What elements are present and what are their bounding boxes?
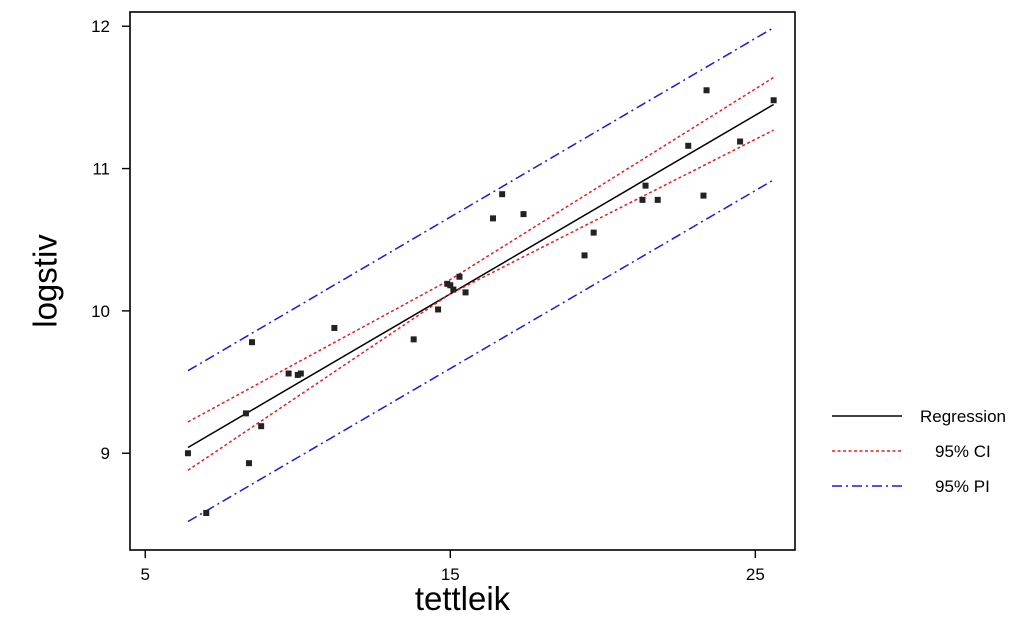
- data-point: [700, 192, 707, 199]
- data-point: [462, 289, 469, 296]
- plot-frame: [129, 11, 796, 551]
- series-line: [187, 179, 774, 523]
- data-point: [285, 370, 292, 377]
- legend-label: 95% PI: [935, 477, 990, 496]
- data-point: [331, 324, 338, 331]
- data-point: [450, 286, 457, 293]
- series-layer: [187, 27, 774, 523]
- data-point: [685, 142, 692, 149]
- data-point: [770, 97, 777, 104]
- data-point: [203, 509, 210, 516]
- data-point: [639, 196, 646, 203]
- data-point: [590, 229, 597, 236]
- legend: Regression 95% CI 95% PI: [832, 407, 1006, 496]
- series-line: [187, 103, 774, 449]
- y-tick-label: 9: [101, 444, 110, 463]
- series-line: [187, 129, 774, 471]
- x-tick-label: 5: [141, 565, 150, 584]
- data-point: [297, 370, 304, 377]
- points-layer: [184, 87, 777, 516]
- data-point: [245, 460, 252, 467]
- x-tick-label: 25: [746, 565, 765, 584]
- data-point: [654, 196, 661, 203]
- axis-layer: 5 15 25 9 10 11 12: [91, 11, 796, 584]
- data-point: [447, 282, 454, 289]
- data-point: [242, 410, 249, 417]
- data-point: [435, 306, 442, 313]
- legend-label: 95% CI: [935, 442, 991, 461]
- x-axis-title: tettleik: [415, 580, 511, 617]
- data-point: [520, 211, 527, 218]
- data-point: [737, 138, 744, 145]
- data-point: [258, 423, 265, 430]
- y-tick-label: 11: [92, 160, 110, 179]
- data-point: [456, 273, 463, 280]
- data-point: [581, 252, 588, 259]
- x-tick-label: 15: [441, 565, 460, 584]
- y-axis-title: logstiv: [27, 234, 64, 328]
- y-tick-label: 12: [91, 17, 110, 36]
- data-point: [444, 280, 451, 287]
- series-line: [187, 76, 774, 423]
- data-point: [184, 450, 191, 457]
- series-line: [187, 27, 774, 372]
- legend-label: Regression: [920, 407, 1006, 426]
- data-point: [499, 191, 506, 198]
- data-point: [249, 339, 256, 346]
- data-point: [703, 87, 710, 94]
- data-point: [294, 371, 301, 378]
- data-point: [490, 215, 497, 222]
- data-point: [410, 336, 417, 343]
- y-tick-label: 10: [91, 302, 110, 321]
- data-point: [642, 182, 649, 189]
